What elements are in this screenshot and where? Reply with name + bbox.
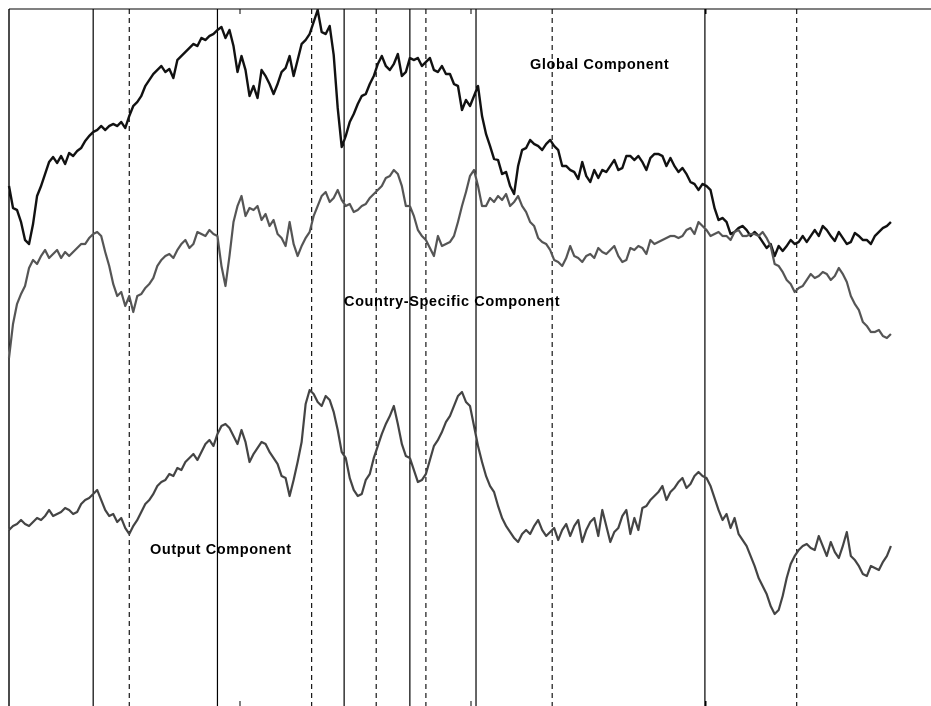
top-tick-marks <box>239 9 707 14</box>
output-component-line <box>8 388 892 616</box>
country-specific-component-label: Country-Specific Component <box>344 294 560 310</box>
series-layer <box>7 8 892 616</box>
output-component-label: Output Component <box>150 542 292 558</box>
country-specific-component-line <box>7 168 892 359</box>
bottom-tick-marks <box>239 701 707 706</box>
global-component-line <box>7 8 892 258</box>
vertical-reference-lines <box>92 9 798 706</box>
global-component-label: Global Component <box>530 57 669 73</box>
